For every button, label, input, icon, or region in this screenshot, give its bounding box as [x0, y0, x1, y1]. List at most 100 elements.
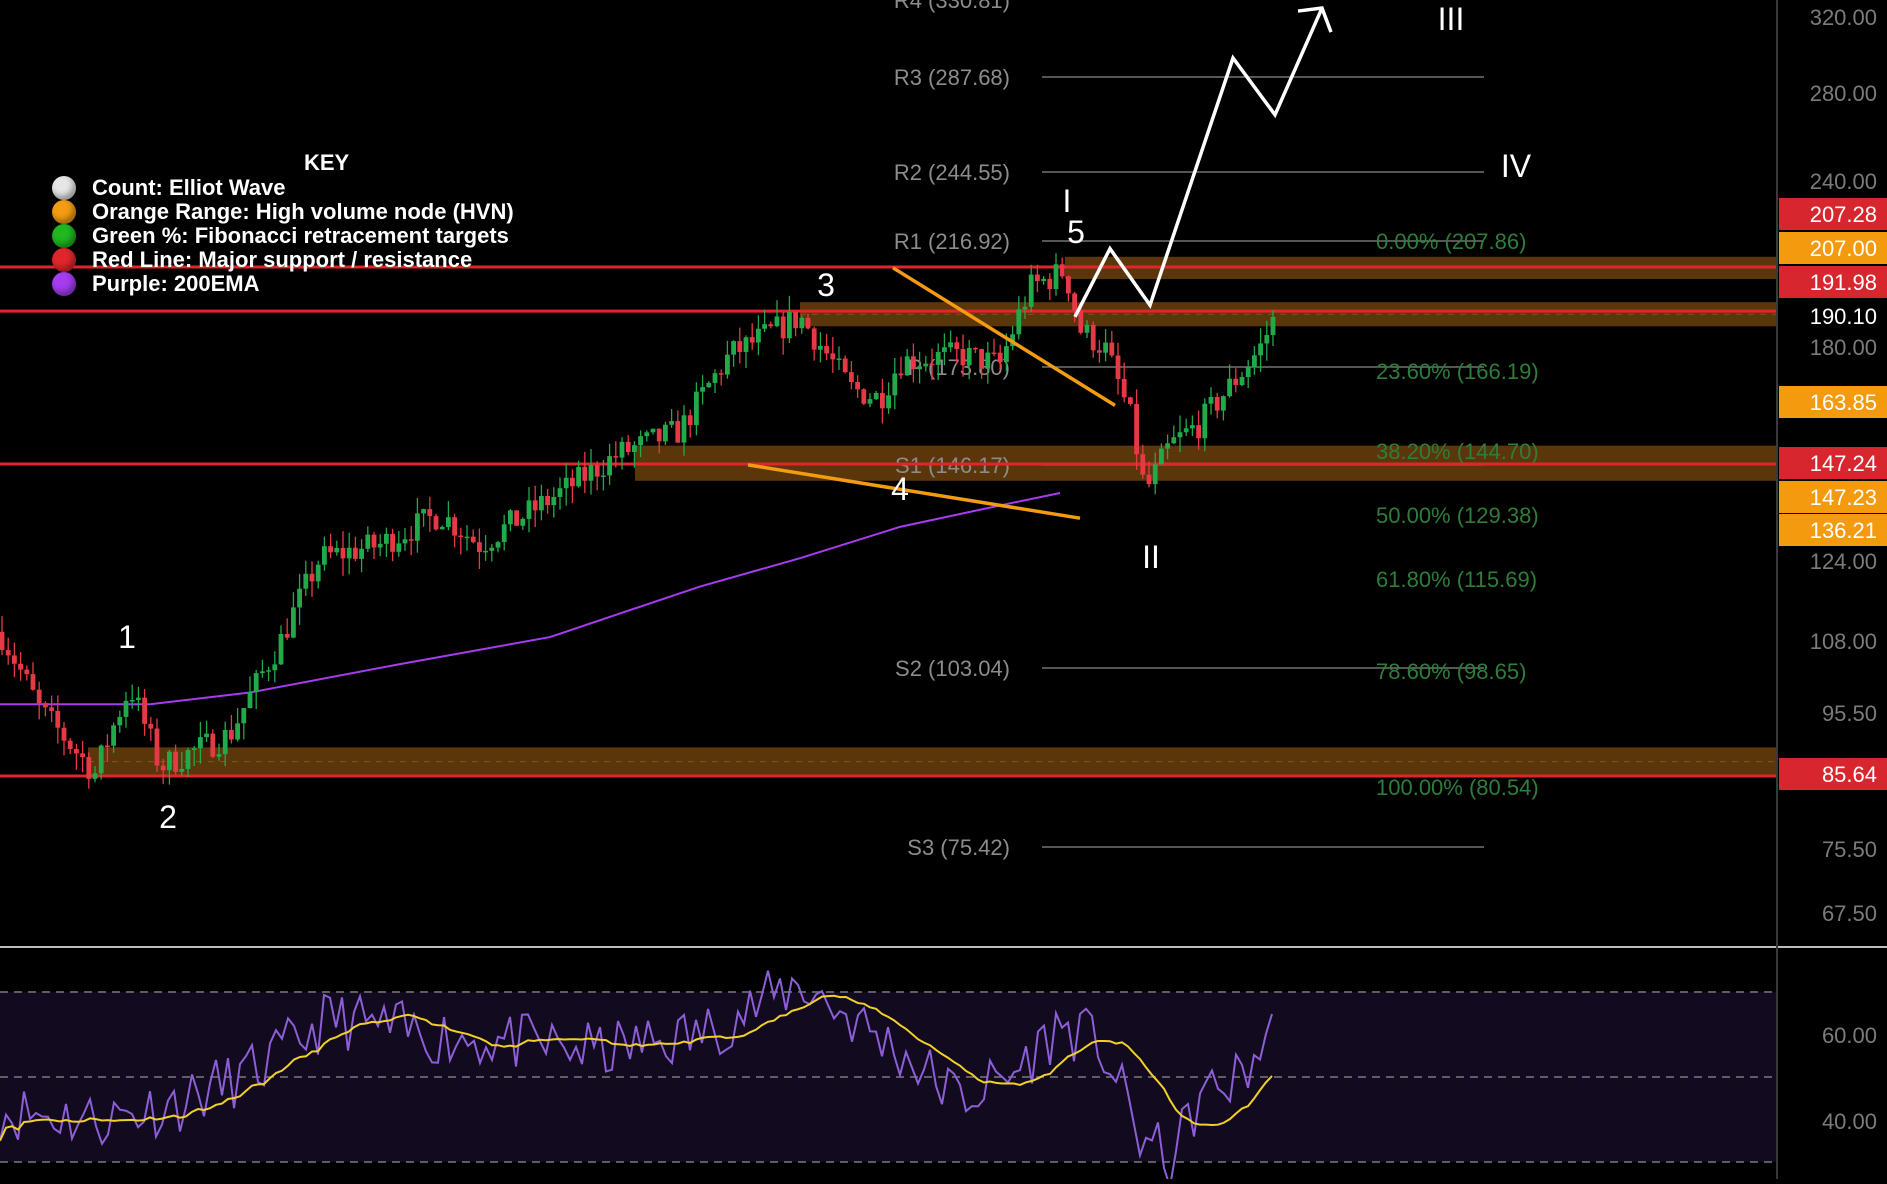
candle-body: [811, 328, 817, 350]
candle-body: [644, 432, 650, 437]
candle-body: [291, 607, 296, 638]
candle-body: [1115, 355, 1121, 379]
candle-body: [687, 415, 693, 426]
pivot-label: P (173.80): [908, 355, 1010, 380]
pivot-label: R1 (216.92): [894, 229, 1010, 254]
candle-body: [80, 753, 85, 757]
candle-body: [1208, 396, 1214, 404]
candle-body: [1041, 278, 1046, 282]
candle-body: [154, 728, 160, 766]
legend-item-elliot: Count: Elliot Wave: [52, 175, 286, 200]
candle-body: [278, 633, 284, 665]
price-badge-label: 190.10: [1810, 304, 1877, 329]
candle-body: [694, 391, 699, 426]
candle-body: [929, 363, 935, 366]
candle-body: [1072, 293, 1077, 312]
candle-body: [142, 697, 147, 724]
candle-body: [489, 547, 495, 551]
candle-body: [1171, 437, 1177, 444]
wave-label: III: [1438, 1, 1465, 37]
price-badge-label: 85.64: [1822, 762, 1877, 787]
candle-body: [749, 337, 755, 343]
candle-body: [1097, 350, 1102, 353]
candle-body: [1165, 443, 1170, 449]
candle-body: [1239, 377, 1245, 386]
trendline-lower: [747, 463, 1081, 520]
candle-body: [954, 342, 960, 349]
candle-body: [123, 700, 129, 717]
white-dot-icon: [52, 176, 76, 200]
candle-body: [30, 674, 36, 690]
fib-label: 23.60% (166.19): [1376, 359, 1539, 384]
wave-label: II: [1142, 539, 1160, 575]
candle-body: [359, 548, 364, 559]
candle-body: [1004, 346, 1009, 363]
candle-body: [780, 316, 786, 339]
candle-body: [36, 689, 42, 704]
legend-label: Purple: 200EMA: [92, 271, 260, 296]
candle-body: [421, 509, 426, 514]
candle-body: [315, 564, 321, 582]
candle-body: [74, 748, 79, 754]
candle-body: [973, 347, 978, 350]
projection-path: [1073, 7, 1324, 318]
candle-body: [24, 669, 30, 675]
price-badge-label: 147.23: [1810, 485, 1877, 510]
candle-body: [433, 516, 439, 530]
candle-body: [607, 456, 612, 476]
candle-body: [86, 756, 92, 779]
wave-label: 2: [159, 799, 177, 835]
candle-body: [253, 673, 259, 693]
candle-body: [272, 664, 278, 671]
candle-body: [1146, 474, 1152, 485]
candle-body: [105, 745, 110, 748]
price-tick-label: 180.00: [1810, 335, 1877, 360]
candle-body: [706, 382, 712, 388]
candle-body: [415, 513, 420, 541]
candle-body: [470, 536, 476, 543]
candle-body: [656, 428, 662, 442]
candle-body: [898, 373, 904, 376]
price-badge: [1779, 266, 1887, 298]
candle-body: [1221, 396, 1226, 411]
candle-body: [452, 517, 457, 536]
candle-body: [390, 533, 395, 552]
candle-body: [334, 547, 340, 553]
candle-body: [669, 421, 674, 425]
candle-body: [979, 349, 984, 369]
candle-body: [526, 500, 532, 519]
candle-body: [464, 536, 470, 539]
candle-body: [1214, 396, 1220, 411]
candle-body: [55, 710, 61, 728]
candle-body: [167, 751, 172, 771]
candle-body: [439, 526, 445, 530]
wave-label: I: [1063, 183, 1072, 219]
candle-body: [675, 421, 681, 443]
orange-dot-icon: [52, 200, 76, 224]
legend-label: Count: Elliot Wave: [92, 175, 286, 200]
candle-body: [601, 475, 606, 477]
price-badge-label: 191.98: [1810, 270, 1877, 295]
price-tick-label: 124.00: [1810, 549, 1877, 574]
candle-body: [1035, 274, 1040, 282]
fib-label: 0.00% (207.86): [1376, 229, 1526, 254]
candle-body: [136, 697, 141, 700]
pivot-label: R2 (244.55): [894, 160, 1010, 185]
candle-body: [619, 441, 625, 458]
candle-body: [904, 356, 910, 376]
candle-body: [241, 708, 247, 724]
candle-body: [737, 341, 743, 352]
candle-body: [1177, 432, 1183, 438]
candle-body: [92, 773, 98, 779]
legend-item-hvn: Orange Range: High volume node (HVN): [52, 199, 514, 224]
price-tick-label: 320.00: [1810, 5, 1877, 30]
candle-body: [867, 399, 873, 404]
hvn-range: [800, 302, 1776, 327]
candle-body: [712, 373, 718, 383]
candle-body: [191, 748, 197, 750]
candle-body: [49, 707, 54, 711]
candle-body: [1202, 403, 1208, 439]
candle-body: [1022, 306, 1028, 310]
